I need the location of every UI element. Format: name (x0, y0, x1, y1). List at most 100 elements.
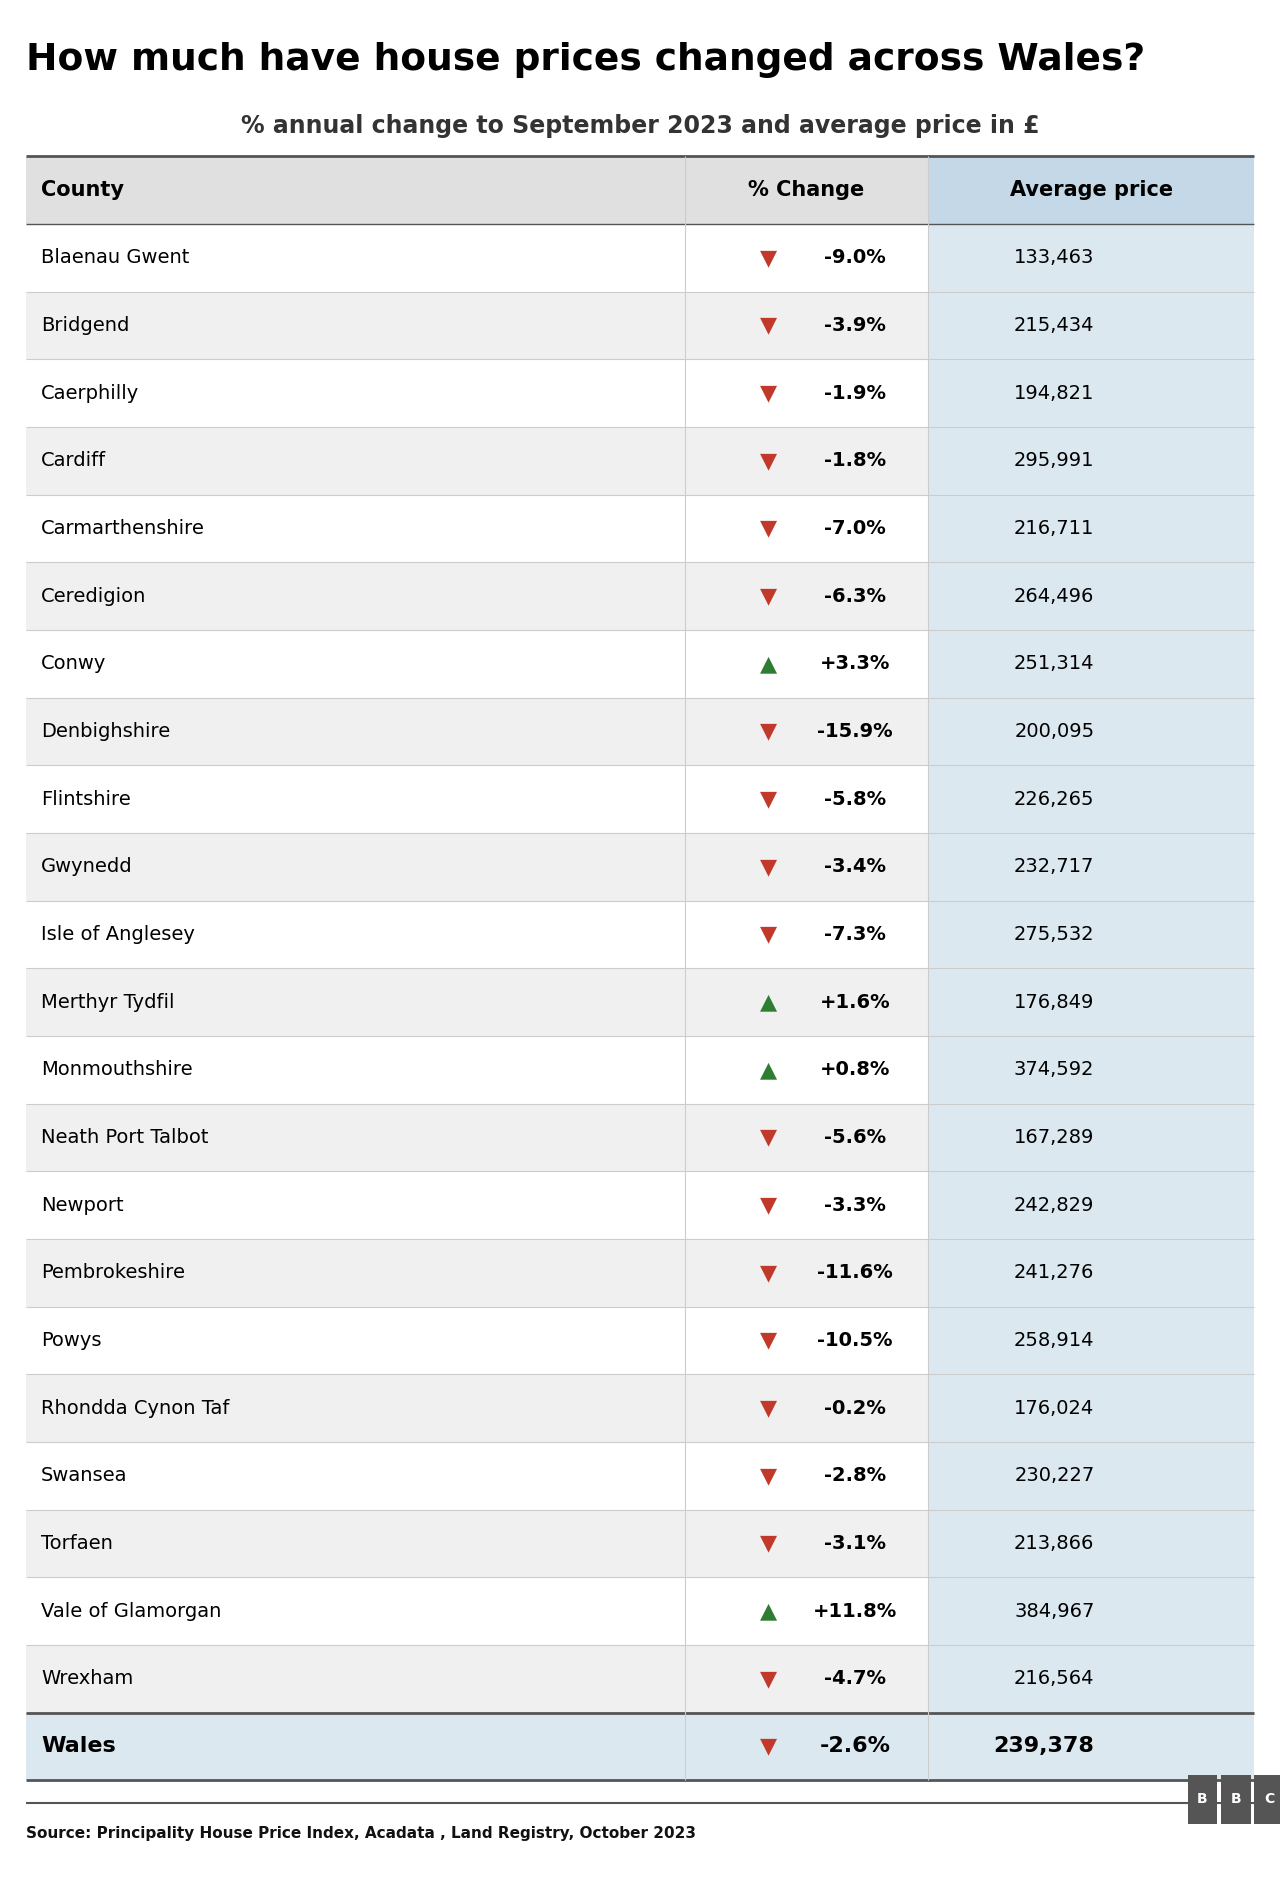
Text: C: C (1263, 1792, 1275, 1807)
Bar (928, 1712, 1254, 1780)
Text: ▼: ▼ (759, 924, 777, 945)
Text: -9.0%: -9.0% (824, 249, 886, 268)
Text: -7.0%: -7.0% (824, 518, 886, 537)
Text: -0.2%: -0.2% (824, 1399, 886, 1418)
Text: ▼: ▼ (759, 1127, 777, 1148)
Bar (928, 1374, 1254, 1442)
Text: 226,265: 226,265 (1014, 790, 1094, 809)
Bar (928, 359, 1254, 427)
Bar (928, 292, 1254, 359)
Bar (26, 495, 928, 562)
Text: Carmarthenshire: Carmarthenshire (41, 518, 205, 537)
Text: % Change: % Change (749, 180, 864, 199)
Text: Rhondda Cynon Taf: Rhondda Cynon Taf (41, 1399, 229, 1418)
Text: B: B (1230, 1792, 1242, 1807)
Bar (928, 1171, 1254, 1239)
Bar (26, 1712, 928, 1780)
Text: Denbighshire: Denbighshire (41, 721, 170, 740)
Bar (26, 968, 928, 1036)
Text: Wales: Wales (41, 1737, 115, 1756)
Text: ▼: ▼ (759, 721, 777, 742)
Text: % annual change to September 2023 and average price in £: % annual change to September 2023 and av… (241, 114, 1039, 139)
Text: 176,024: 176,024 (1014, 1399, 1094, 1418)
Bar (928, 1509, 1254, 1577)
Bar (928, 156, 1254, 224)
Text: 251,314: 251,314 (1014, 655, 1094, 674)
Text: Pembrokeshire: Pembrokeshire (41, 1264, 186, 1283)
Text: -3.3%: -3.3% (824, 1196, 886, 1215)
Text: ▼: ▼ (759, 452, 777, 471)
Text: -1.9%: -1.9% (824, 383, 886, 402)
Text: -3.4%: -3.4% (824, 858, 886, 877)
Text: ▼: ▼ (759, 383, 777, 402)
Bar (26, 630, 928, 698)
Bar (26, 359, 928, 427)
Bar (26, 698, 928, 765)
Text: 133,463: 133,463 (1014, 249, 1094, 268)
Bar (26, 427, 928, 495)
Text: Wrexham: Wrexham (41, 1670, 133, 1689)
Text: Caerphilly: Caerphilly (41, 383, 140, 402)
Text: 242,829: 242,829 (1014, 1196, 1094, 1215)
Text: ▼: ▼ (759, 1534, 777, 1553)
Bar (928, 1577, 1254, 1646)
Text: 241,276: 241,276 (1014, 1264, 1094, 1283)
Text: -2.6%: -2.6% (819, 1737, 891, 1756)
Text: ▼: ▼ (759, 1668, 777, 1689)
Text: ▼: ▼ (759, 1196, 777, 1215)
Text: -11.6%: -11.6% (817, 1264, 893, 1283)
Bar (928, 1646, 1254, 1712)
Bar (26, 224, 928, 292)
Text: -10.5%: -10.5% (818, 1330, 892, 1349)
Text: -1.8%: -1.8% (824, 452, 886, 471)
Text: 374,592: 374,592 (1014, 1061, 1094, 1080)
Text: ▼: ▼ (759, 1399, 777, 1418)
Text: -3.1%: -3.1% (824, 1534, 886, 1553)
Text: 176,849: 176,849 (1014, 993, 1094, 1012)
Bar (928, 902, 1254, 968)
Bar (928, 1442, 1254, 1509)
Text: Neath Port Talbot: Neath Port Talbot (41, 1127, 209, 1146)
Text: County: County (41, 180, 124, 199)
Text: ▼: ▼ (759, 1330, 777, 1351)
Text: Swansea: Swansea (41, 1467, 128, 1486)
Text: ▲: ▲ (759, 993, 777, 1012)
Bar (26, 1036, 928, 1103)
Text: Torfaen: Torfaen (41, 1534, 113, 1553)
Text: ▼: ▼ (759, 1262, 777, 1283)
Text: +1.6%: +1.6% (819, 993, 891, 1012)
Text: Isle of Anglesey: Isle of Anglesey (41, 924, 195, 943)
Text: Ceredigion: Ceredigion (41, 586, 146, 605)
Bar (26, 765, 928, 833)
Bar (1254, 1775, 1280, 1824)
Text: How much have house prices changed across Wales?: How much have house prices changed acros… (26, 42, 1144, 78)
Text: Newport: Newport (41, 1196, 124, 1215)
Text: 215,434: 215,434 (1014, 315, 1094, 334)
Text: -4.7%: -4.7% (824, 1670, 886, 1689)
Bar (928, 562, 1254, 630)
Bar (928, 1103, 1254, 1171)
Text: ▼: ▼ (759, 856, 777, 877)
Bar (26, 1442, 928, 1509)
Bar (928, 427, 1254, 495)
Text: ▲: ▲ (759, 653, 777, 674)
Bar (26, 1103, 928, 1171)
Text: B: B (1197, 1792, 1208, 1807)
Bar (26, 562, 928, 630)
Text: 216,564: 216,564 (1014, 1670, 1094, 1689)
Bar (928, 1306, 1254, 1374)
Text: ▼: ▼ (759, 586, 777, 605)
Text: -5.8%: -5.8% (824, 790, 886, 809)
Text: 200,095: 200,095 (1014, 721, 1094, 740)
Bar (928, 698, 1254, 765)
Bar (26, 1509, 928, 1577)
Text: ▼: ▼ (759, 790, 777, 809)
Text: 216,711: 216,711 (1014, 518, 1094, 537)
Bar (26, 902, 928, 968)
Text: Merthyr Tydfil: Merthyr Tydfil (41, 993, 174, 1012)
Text: 275,532: 275,532 (1014, 924, 1094, 943)
Text: 167,289: 167,289 (1014, 1127, 1094, 1146)
Bar (1188, 1775, 1217, 1824)
Bar (26, 1306, 928, 1374)
Text: Monmouthshire: Monmouthshire (41, 1061, 192, 1080)
